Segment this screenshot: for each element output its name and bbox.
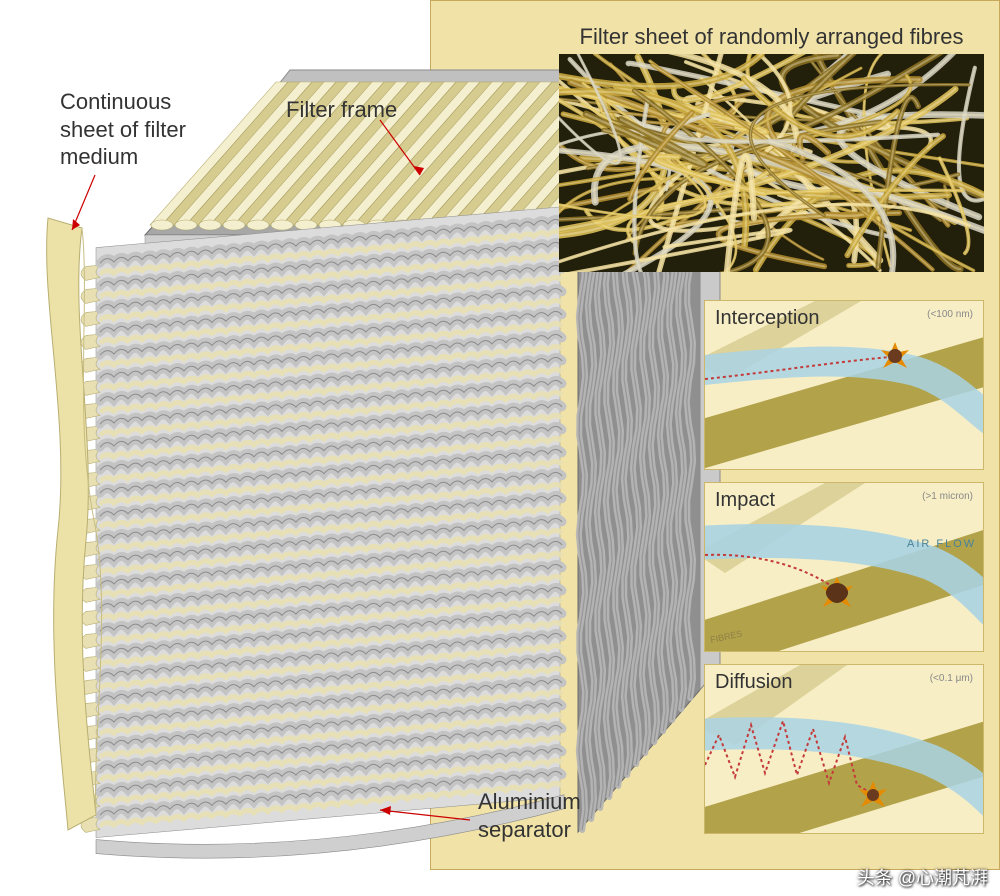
mech-sub: (<100 nm) <box>927 309 973 320</box>
label-frame: Filter frame <box>286 96 397 124</box>
mech-sub: (>1 micron) <box>922 491 973 502</box>
watermark: 头条 @心潮芃湃 <box>857 864 988 890</box>
diagram-canvas: Filter sheet of randomly arranged fibres… <box>0 0 1000 896</box>
label-medium: Continuous sheet of filter medium <box>60 88 186 171</box>
mech-title: Impact <box>715 489 775 512</box>
mechanism-impact: AIR FLOW FIBRES Impact (>1 micron) <box>704 482 984 652</box>
mech-title: Diffusion <box>715 671 792 694</box>
mechanism-diffusion: Diffusion (<0.1 μm) <box>704 664 984 834</box>
mech-sub: (<0.1 μm) <box>930 673 973 684</box>
svg-text:AIR FLOW: AIR FLOW <box>907 538 976 550</box>
fibre-photo-title: Filter sheet of randomly arranged fibres <box>559 24 984 50</box>
label-separator: Aluminium separator <box>478 788 581 843</box>
mechanism-interception: Interception (<100 nm) <box>704 300 984 470</box>
mech-title: Interception <box>715 307 820 330</box>
fibre-photo <box>559 54 984 272</box>
